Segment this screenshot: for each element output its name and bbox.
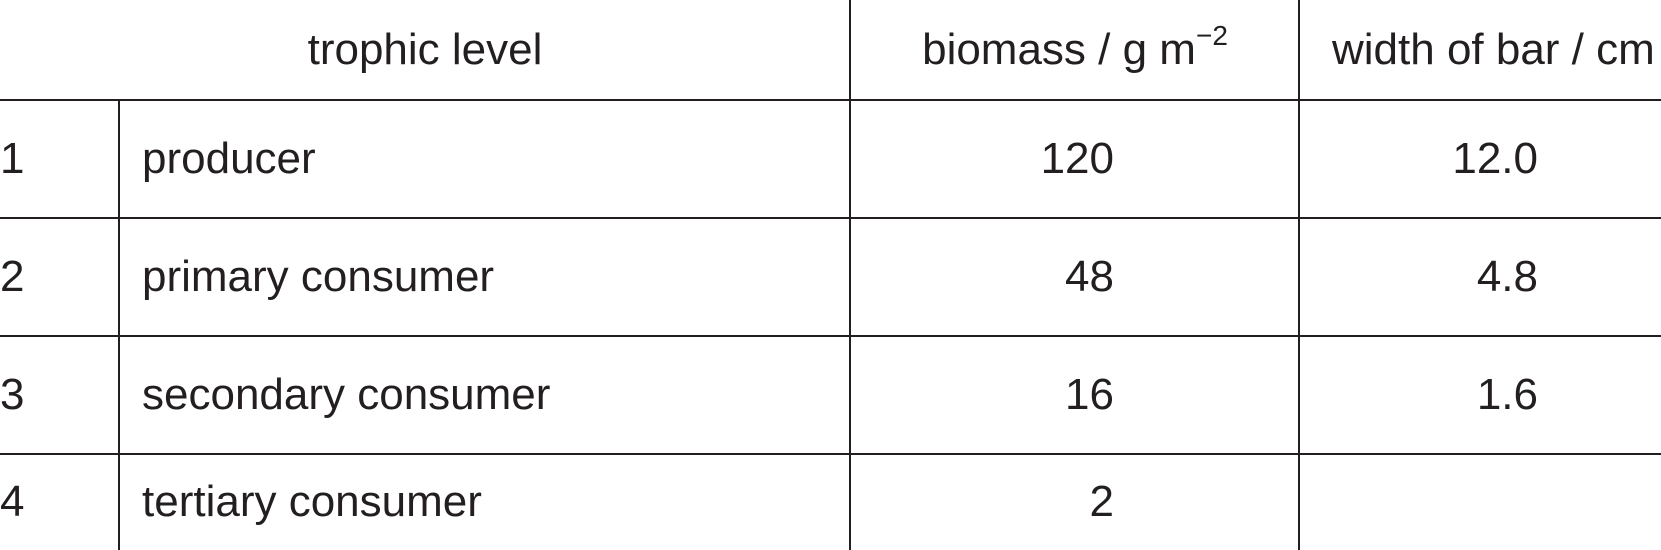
row-3-level: 3 — [0, 369, 25, 419]
header-width-of-bar: width of bar / cm — [1300, 0, 1661, 99]
header-biomass-exponent: −2 — [1195, 19, 1228, 51]
row-divider-2 — [0, 335, 1661, 337]
row-2-level: 2 — [0, 251, 25, 301]
header-biomass-text: biomass / g m — [922, 24, 1196, 74]
row-1-name: producer — [142, 133, 316, 183]
row-1-width: 12.0 — [1452, 133, 1538, 183]
row-2-biomass: 48 — [1065, 251, 1114, 301]
row-1-level: 1 — [0, 133, 25, 183]
row-2-name: primary consumer — [142, 251, 495, 301]
header-divider — [0, 99, 1661, 101]
row-4-width — [1300, 454, 1538, 550]
header-width-text: width of bar / cm — [1332, 24, 1655, 74]
row-divider-3 — [0, 453, 1661, 455]
biomass-column-divider — [849, 0, 851, 550]
row-3-biomass: 16 — [1065, 369, 1114, 419]
row-1-biomass: 120 — [1040, 133, 1114, 183]
row-4-biomass: 2 — [1089, 477, 1114, 526]
row-3-name: secondary consumer — [142, 369, 551, 419]
header-trophic-level: trophic level — [0, 0, 850, 99]
row-divider-1 — [0, 217, 1661, 219]
header-biomass: biomass / g m −2 — [851, 0, 1299, 99]
row-3-width: 1.6 — [1476, 369, 1538, 419]
row-4-level: 4 — [0, 477, 25, 526]
header-trophic-level-text: trophic level — [307, 24, 543, 74]
row-2-width: 4.8 — [1476, 251, 1538, 301]
level-column-divider — [118, 100, 120, 550]
width-column-divider — [1298, 0, 1300, 550]
row-4-name: tertiary consumer — [142, 477, 482, 526]
